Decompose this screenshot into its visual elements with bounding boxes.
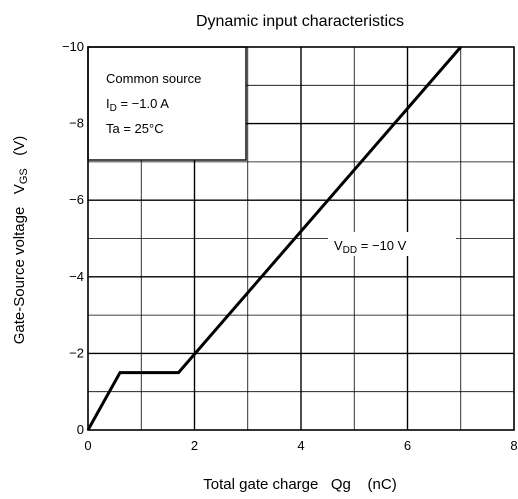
x-axis-label: Total gate charge Qg (nC)	[203, 476, 396, 493]
conditions-box-frame	[87, 46, 247, 161]
y-axis-label: Gate-Source voltage VGS (V)	[11, 136, 30, 345]
y-tick-label: 0	[77, 422, 84, 437]
x-tick-label: 4	[297, 438, 304, 453]
x-tick-label: 0	[84, 438, 91, 453]
y-tick-labels: 0 −2 −4 −6 −8 −10	[62, 39, 84, 437]
y-tick-label: −4	[69, 269, 84, 284]
x-tick-labels: 0 2 4 6 8	[84, 438, 517, 453]
y-tick-label: −2	[69, 345, 84, 360]
plot-frame	[87, 46, 515, 431]
condition-ambient-temp: Ta = 25°C	[106, 121, 164, 136]
x-tick-label: 6	[404, 438, 411, 453]
chart-title: Dynamic input characteristics	[196, 13, 404, 30]
x-tick-label: 8	[510, 438, 517, 453]
series-line-vdd	[86, 46, 462, 431]
conditions-box: Common source ID = −1.0 A Ta = 25°C	[87, 46, 247, 161]
y-tick-label: −10	[62, 39, 84, 54]
condition-common-source: Common source	[106, 71, 201, 86]
svg-text:VDD = −10 V: VDD = −10 V	[334, 238, 407, 256]
condition-drain-current: ID = −1.0 A	[106, 96, 169, 114]
y-tick-label: −6	[69, 192, 84, 207]
series-label-vdd: VDD = −10 V	[328, 232, 456, 256]
x-tick-label: 2	[191, 438, 198, 453]
y-tick-label: −8	[69, 116, 84, 131]
